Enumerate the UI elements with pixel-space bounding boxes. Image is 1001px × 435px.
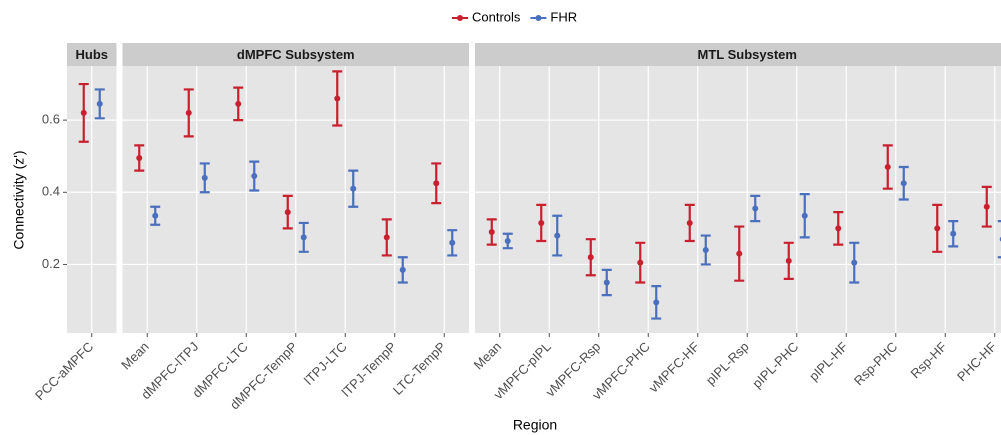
x-tick-label: Mean	[118, 339, 152, 373]
error-bar	[997, 220, 1001, 259]
x-tick-label: pIPL-HF	[806, 339, 851, 384]
x-tick-label: Rsp-HF	[908, 339, 950, 381]
point	[284, 209, 291, 216]
legend-item: Controls	[452, 9, 521, 24]
point	[383, 234, 390, 241]
point	[538, 219, 545, 226]
x-tick-label: Rsp-PHC	[851, 339, 900, 388]
y-axis-label: Connectivity (z')	[11, 150, 27, 249]
point	[686, 219, 693, 226]
x-tick-label: PCC-aMPFC	[32, 339, 96, 403]
point	[934, 225, 941, 232]
point	[185, 109, 192, 116]
point	[300, 234, 307, 241]
point	[736, 250, 743, 257]
point	[884, 164, 891, 171]
point	[900, 180, 907, 187]
point	[554, 232, 561, 239]
point	[603, 279, 610, 286]
point	[752, 205, 759, 212]
panel-background	[475, 66, 1001, 333]
point	[136, 155, 143, 162]
strip-background	[475, 43, 1001, 66]
point	[399, 266, 406, 273]
y-tick-label: 0.6	[42, 112, 60, 127]
y-tick-label: 0.2	[42, 256, 60, 271]
x-tick-label: LTC-TempP	[390, 339, 449, 398]
point	[637, 259, 644, 266]
x-tick-label: lTPJ-LTC	[301, 339, 350, 388]
strip-background	[67, 43, 117, 66]
strip-label: Hubs	[76, 47, 109, 62]
y-tick-label: 0.4	[42, 184, 60, 199]
legend-key-point	[535, 15, 542, 21]
point	[851, 259, 858, 266]
point	[201, 174, 208, 181]
legend-item: FHR	[530, 9, 577, 24]
point	[334, 95, 341, 102]
x-tick-label: pIPL-Rsp	[703, 339, 752, 388]
x-tick-label: pIPL-PHC	[749, 339, 801, 391]
point	[950, 230, 957, 237]
legend-label: Controls	[472, 9, 521, 24]
point	[235, 100, 242, 107]
point	[835, 225, 842, 232]
strip-label: MTL Subsystem	[698, 47, 797, 62]
point	[983, 203, 990, 210]
point	[801, 212, 808, 219]
legend-key-point	[457, 15, 463, 21]
x-tick-label: Mean	[471, 339, 505, 373]
point	[433, 180, 440, 187]
x-tick-label: vMPFC-HF	[646, 339, 703, 396]
point	[449, 239, 456, 246]
point	[251, 173, 258, 180]
point	[785, 257, 792, 264]
point	[80, 109, 87, 116]
point	[488, 228, 495, 235]
point	[702, 247, 709, 254]
point	[587, 254, 594, 261]
x-tick-label: PHC-HF	[954, 339, 999, 384]
point	[96, 100, 103, 107]
point	[152, 212, 159, 219]
point	[653, 299, 660, 306]
strip-background	[122, 43, 469, 66]
point	[504, 237, 511, 244]
legend-label: FHR	[550, 9, 577, 24]
x-axis-label: Region	[513, 417, 557, 433]
strip-label: dMPFC Subsystem	[237, 47, 355, 62]
point	[350, 185, 357, 192]
